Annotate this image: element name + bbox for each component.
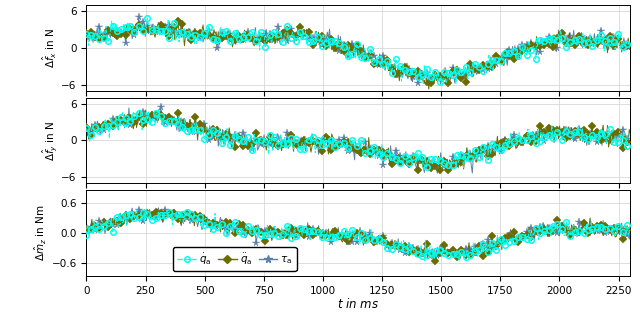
Y-axis label: $\Delta \hat{f}_y$ in N: $\Delta \hat{f}_y$ in N <box>40 120 58 160</box>
X-axis label: $t$ in ms: $t$ in ms <box>337 297 380 311</box>
Y-axis label: $\Delta \hat{m}_z$ in Nm: $\Delta \hat{m}_z$ in Nm <box>33 205 49 261</box>
Y-axis label: $\Delta \hat{f}_x$ in N: $\Delta \hat{f}_x$ in N <box>40 28 58 68</box>
Legend: $\dot{q}_\mathrm{a}$, $\ddot{q}_\mathrm{a}$, $\tau_\mathrm{a}$: $\dot{q}_\mathrm{a}$, $\ddot{q}_\mathrm{… <box>173 247 296 271</box>
